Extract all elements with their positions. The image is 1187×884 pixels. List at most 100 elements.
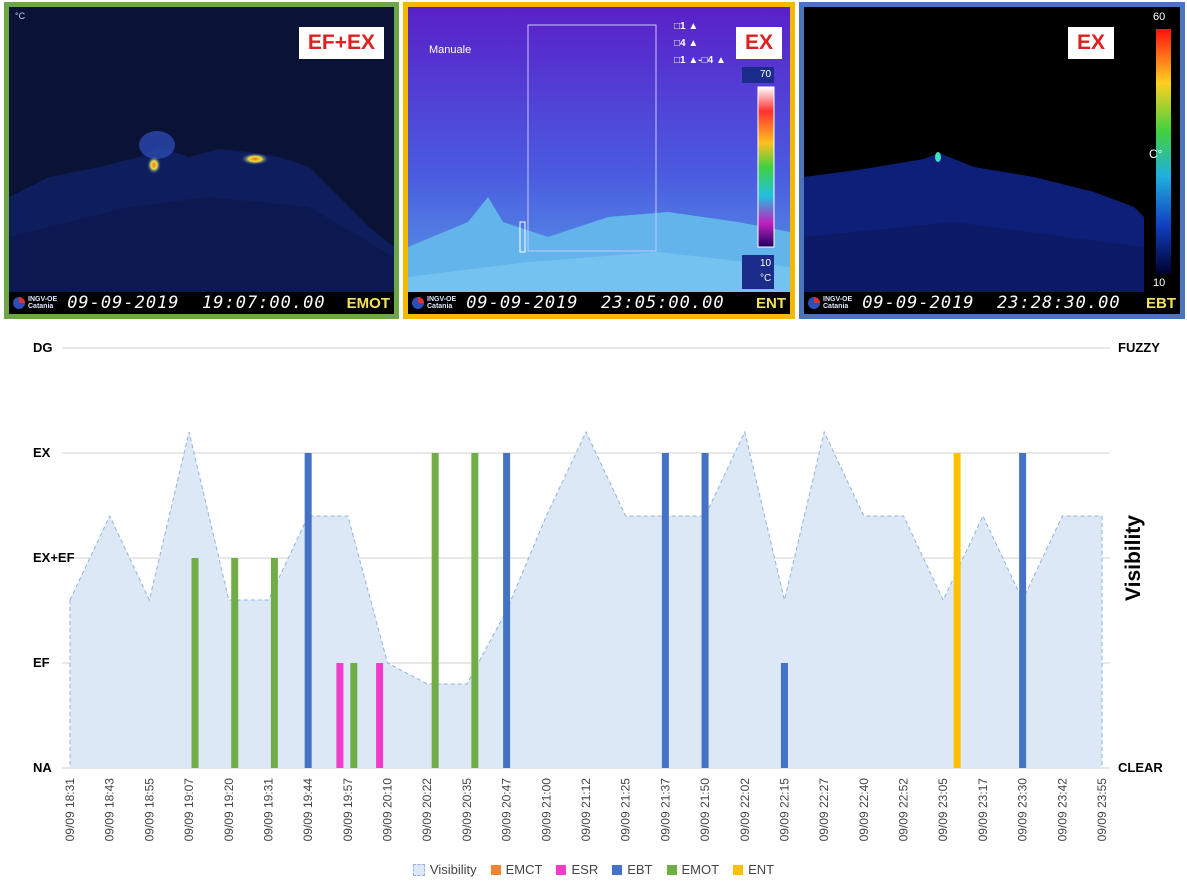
legend-label: EMCT <box>506 862 543 877</box>
camera-panel-ebt: 60 C° 10 EX INGV-OE Catania 09-09-2019 23… <box>799 2 1185 319</box>
ingv-logo: INGV-OE Catania <box>412 296 456 310</box>
bar-emot <box>432 453 439 768</box>
legend-swatch <box>491 865 501 875</box>
camera-panel-ent: Manuale □1 ▲ □4 ▲ □1 ▲-□4 ▲ 70 10 °C EX … <box>403 2 795 319</box>
level-label: NA <box>33 760 52 775</box>
x-tick-label: 09/09 21:50 <box>698 778 712 842</box>
chart-legend: Visibility EMCT ESR EBT EMOT ENT <box>0 862 1187 877</box>
scale-unit-label: C° <box>1149 147 1162 161</box>
legend-item-ent: ENT <box>733 862 774 877</box>
roi-legend-2: □4 ▲ <box>674 38 698 49</box>
legend-label: ESR <box>571 862 598 877</box>
logo-line-1: INGV-OE <box>427 296 456 303</box>
x-tick-label: 09/09 23:42 <box>1055 778 1069 842</box>
ingv-globe-icon <box>808 297 820 309</box>
y2-top-label: FUZZY <box>1118 340 1160 355</box>
bar-emot <box>350 663 357 768</box>
x-tick-label: 09/09 20:22 <box>420 778 434 842</box>
bar-ebt <box>781 663 788 768</box>
logo-line-2: Catania <box>28 303 57 310</box>
roi-legend-3: □1 ▲-□4 ▲ <box>674 55 726 66</box>
x-tick-label: 09/09 21:12 <box>579 778 593 842</box>
x-tick-label: 09/09 18:31 <box>63 778 77 842</box>
camera-footer: INGV-OE Catania 09-09-2019 23:28:30.00 EB… <box>804 292 1180 314</box>
scale-unit-label: °C <box>760 273 771 284</box>
camera-datetime: 09-09-2019 23:28:30.00 <box>862 293 1120 313</box>
camera-code: ENT <box>756 295 786 312</box>
activity-badge: EF+EX <box>299 27 384 59</box>
legend-label: EMOT <box>682 862 720 877</box>
camera-datetime: 09-09-2019 23:05:00.00 <box>466 293 724 313</box>
legend-swatch <box>556 865 566 875</box>
legend-item-ebt: EBT <box>612 862 652 877</box>
legend-item-visibility: Visibility <box>413 862 477 877</box>
legend-label: Visibility <box>430 862 477 877</box>
logo-line-2: Catania <box>823 303 852 310</box>
camera-code: EBT <box>1146 295 1176 312</box>
bar-emot <box>471 453 478 768</box>
bar-emot <box>271 558 278 768</box>
legend-swatch <box>413 864 425 876</box>
scale-max-label: 60 <box>1153 11 1165 23</box>
legend-item-emot: EMOT <box>667 862 720 877</box>
x-tick-label: 09/09 22:40 <box>857 778 871 842</box>
x-tick-label: 09/09 22:02 <box>738 778 752 842</box>
bar-esr <box>336 663 343 768</box>
visibility-area <box>70 432 1102 768</box>
x-tick-label: 09/09 23:30 <box>1016 778 1030 842</box>
ingv-globe-icon <box>412 297 424 309</box>
x-tick-label: 09/09 23:17 <box>976 778 990 842</box>
activity-badge: EX <box>1068 27 1114 59</box>
camera-footer: INGV-OE Catania 09-09-2019 23:05:00.00 EN… <box>408 292 790 314</box>
bar-ent <box>954 453 961 768</box>
activity-badge: EX <box>736 27 782 59</box>
ingv-logo: INGV-OE Catania <box>13 296 57 310</box>
y2-bottom-label: CLEAR <box>1118 760 1163 775</box>
x-tick-label: 09/09 22:27 <box>817 778 831 842</box>
thermal-image-ebt <box>804 7 1180 314</box>
x-tick-label: 09/09 18:43 <box>103 778 117 842</box>
camera-datetime: 09-09-2019 19:07:00.00 <box>67 293 325 313</box>
scale-min-label: 10 <box>1153 277 1165 289</box>
legend-swatch <box>667 865 677 875</box>
level-label: EX <box>33 445 51 460</box>
x-tick-label: 09/09 20:10 <box>381 778 395 842</box>
x-tick-label: 09/09 18:55 <box>142 778 156 842</box>
x-tick-label: 09/09 20:47 <box>500 778 514 842</box>
logo-line-1: INGV-OE <box>28 296 57 303</box>
temperature-unit: °C <box>15 11 25 21</box>
x-tick-label: 09/09 19:20 <box>222 778 236 842</box>
x-tick-label: 09/09 19:57 <box>341 778 355 842</box>
x-tick-label: 09/09 19:44 <box>301 778 315 842</box>
x-tick-label: 09/09 19:31 <box>261 778 275 842</box>
bar-esr <box>376 663 383 768</box>
x-tick-label: 09/09 23:05 <box>936 778 950 842</box>
mode-label: Manuale <box>429 44 471 56</box>
scale-min-label: 10 <box>760 258 771 269</box>
ingv-globe-icon <box>13 297 25 309</box>
scale-max-label: 70 <box>760 69 771 80</box>
legend-label: ENT <box>748 862 774 877</box>
level-label: EX+EF <box>33 550 75 565</box>
bar-ebt <box>305 453 312 768</box>
bar-ebt <box>1019 453 1026 768</box>
roi-legend-1: □1 ▲ <box>674 21 698 32</box>
ingv-logo: INGV-OE Catania <box>808 296 852 310</box>
x-tick-label: 09/09 21:37 <box>658 778 672 842</box>
bar-ebt <box>662 453 669 768</box>
bar-emot <box>192 558 199 768</box>
x-tick-label: 09/09 23:55 <box>1095 778 1109 842</box>
y2-axis-title: Visibility <box>1122 515 1145 601</box>
legend-item-esr: ESR <box>556 862 598 877</box>
bar-ebt <box>702 453 709 768</box>
x-tick-label: 09/09 19:07 <box>182 778 196 842</box>
x-tick-label: 09/09 20:35 <box>460 778 474 842</box>
legend-item-emct: EMCT <box>491 862 543 877</box>
level-label: EF <box>33 655 50 670</box>
bar-ebt <box>503 453 510 768</box>
legend-swatch <box>612 865 622 875</box>
camera-code: EMOT <box>347 295 390 312</box>
legend-swatch <box>733 865 743 875</box>
legend-label: EBT <box>627 862 652 877</box>
x-tick-label: 09/09 22:52 <box>897 778 911 842</box>
